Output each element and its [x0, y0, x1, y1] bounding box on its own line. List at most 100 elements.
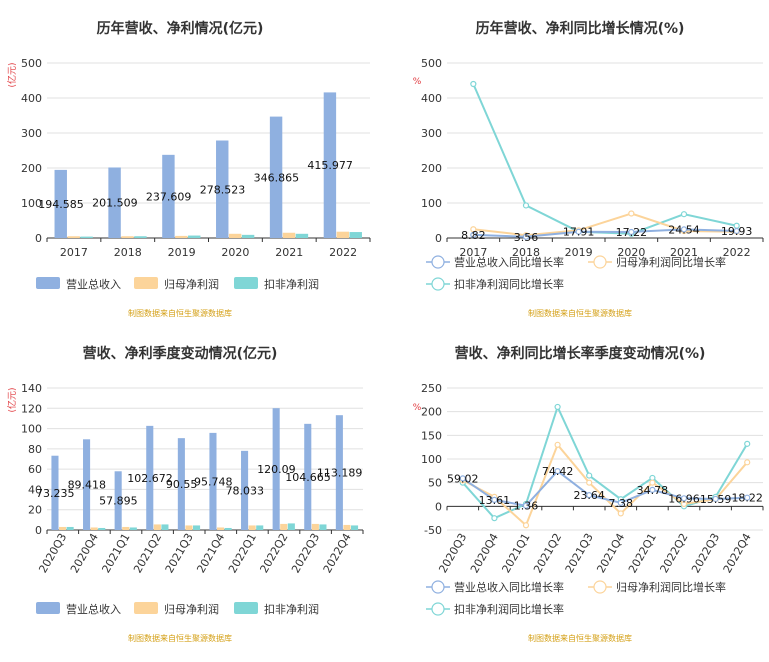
chart-panel-2: 历年营收、净利同比增长情况(%)% 0 100 200 300 400 500 2017 201…: [413, 20, 764, 318]
bar-1-2021Q2: [146, 425, 154, 530]
chart-title: 历年营收、净利同比增长情况(%): [476, 20, 685, 37]
legend-label: 扣非净利润: [264, 602, 319, 616]
y-tick-label: 60: [28, 463, 42, 476]
legend-swatch: [234, 277, 258, 289]
data-label: 17.91: [563, 226, 595, 239]
data-label: 1.36: [514, 500, 539, 513]
series-point-1: [575, 228, 582, 235]
data-label: 95.748: [194, 475, 233, 488]
bar-3-2021Q4: [224, 527, 232, 530]
x-tick-label: 2020Q4: [468, 531, 501, 575]
series-line-3: [472, 83, 737, 235]
bar-3-2021: [295, 233, 309, 238]
x-tick-label: 2021Q3: [163, 531, 196, 575]
bar-1-2022Q4: [335, 415, 343, 530]
bar-3-2022: [349, 232, 362, 238]
bar-2-2021Q4: [217, 527, 225, 530]
legend-swatch: [36, 602, 60, 614]
y-tick-label: 400: [421, 92, 442, 105]
y-axis-unit: (亿元): [6, 62, 18, 87]
legend-label: 归母净利润同比增长率: [616, 580, 726, 594]
chart-panel-1: 历年营收、净利情况(亿元) (亿元) 0 100 200 300 400 500 2017 201…: [6, 20, 371, 318]
data-label: 74.42: [542, 465, 574, 478]
x-tick-label: 2022Q2: [658, 531, 691, 575]
series-point-2: [470, 226, 477, 233]
x-tick-label: 2021Q1: [500, 531, 533, 575]
source-note: 制图数据来自恒生聚源数据库: [528, 308, 632, 318]
bar-3-2021Q3: [192, 525, 201, 530]
bar-2-2022Q4: [343, 524, 351, 530]
y-tick-label: 100: [21, 423, 42, 436]
series-point-1: [680, 495, 688, 502]
data-label: 415.977: [307, 159, 353, 172]
source-note: 制图数据来自恒生聚源数据库: [128, 633, 232, 643]
data-label: 120.09: [257, 463, 296, 476]
y-tick-label: 250: [421, 382, 442, 395]
y-tick-label: 500: [421, 57, 442, 70]
series-line-1: [462, 469, 748, 507]
bar-2-2020: [228, 233, 242, 238]
y-tick-label: 80: [28, 443, 42, 456]
x-tick-label: 2020: [221, 246, 249, 259]
bar-1-2017: [54, 169, 67, 238]
legend-marker: [593, 255, 607, 269]
bar-1-2020: [216, 140, 229, 238]
series-point-1: [470, 231, 477, 239]
bar-3-2020Q4: [98, 527, 106, 530]
legend-marker: [431, 277, 445, 291]
bar-1-2022Q2: [272, 408, 280, 530]
data-label: 90.55: [166, 478, 198, 491]
legend-label: 扣非净利润同比增长率: [454, 602, 564, 616]
y-tick-label: 150: [421, 429, 442, 442]
x-tick-label: 2021Q2: [131, 531, 164, 575]
series-point-2: [554, 441, 561, 448]
legend-marker: [431, 255, 445, 269]
x-tick-label: 2017: [459, 246, 487, 259]
series-point-1: [617, 499, 624, 506]
bar-2-2021Q1: [122, 526, 130, 530]
series-point-3: [470, 80, 477, 88]
y-tick-label: 200: [421, 406, 442, 419]
x-tick-label: 2019: [565, 246, 593, 259]
y-tick-label: 0: [35, 524, 42, 537]
bar-2-2017: [67, 236, 80, 238]
legend-label: 归母净利润同比增长率: [616, 255, 726, 269]
series-point-3: [554, 403, 561, 411]
y-tick-label: 20: [28, 504, 42, 517]
x-tick-label: 2022Q1: [626, 531, 659, 575]
bar-2-2020Q3: [59, 526, 67, 530]
series-point-3: [744, 440, 751, 447]
x-tick-label: 2022: [329, 246, 357, 259]
series-point-1: [586, 492, 593, 499]
bar-1-2021Q3: [177, 438, 185, 530]
data-label: 278.523: [200, 183, 246, 196]
bar-3-2019: [188, 235, 201, 238]
bar-1-2022Q1: [241, 450, 249, 530]
series-point-3: [586, 472, 593, 479]
y-axis-unit: %: [413, 403, 422, 413]
series-point-2: [680, 500, 688, 508]
legend-marker: [593, 580, 607, 594]
legend-label: 营业总收入同比增长率: [454, 255, 564, 269]
x-tick-label: 2022Q3: [689, 531, 722, 575]
bar-2-2021Q2: [153, 524, 161, 530]
data-label: 57.895: [99, 495, 138, 508]
series-point-2: [586, 479, 593, 486]
bar-1-2021Q4: [209, 432, 217, 530]
data-label: 23.64: [573, 489, 605, 502]
bar-3-2021Q1: [129, 527, 137, 530]
bar-2-2021Q3: [185, 525, 193, 530]
y-tick-label: 300: [421, 127, 442, 140]
x-tick-label: 2021Q2: [531, 531, 564, 575]
bar-1-2020Q3: [51, 455, 59, 530]
x-tick-label: 2020: [617, 246, 645, 259]
y-tick-label: 0: [35, 232, 42, 245]
data-label: 18.22: [731, 492, 763, 505]
x-tick-label: 2020Q3: [436, 531, 469, 575]
bar-2-2022Q3: [311, 523, 319, 530]
bar-3-2017: [80, 236, 93, 238]
series-point-2: [649, 479, 656, 486]
bar-2-2019: [175, 235, 188, 238]
y-tick-label: 300: [21, 127, 42, 140]
data-label: 8.82: [461, 229, 486, 242]
